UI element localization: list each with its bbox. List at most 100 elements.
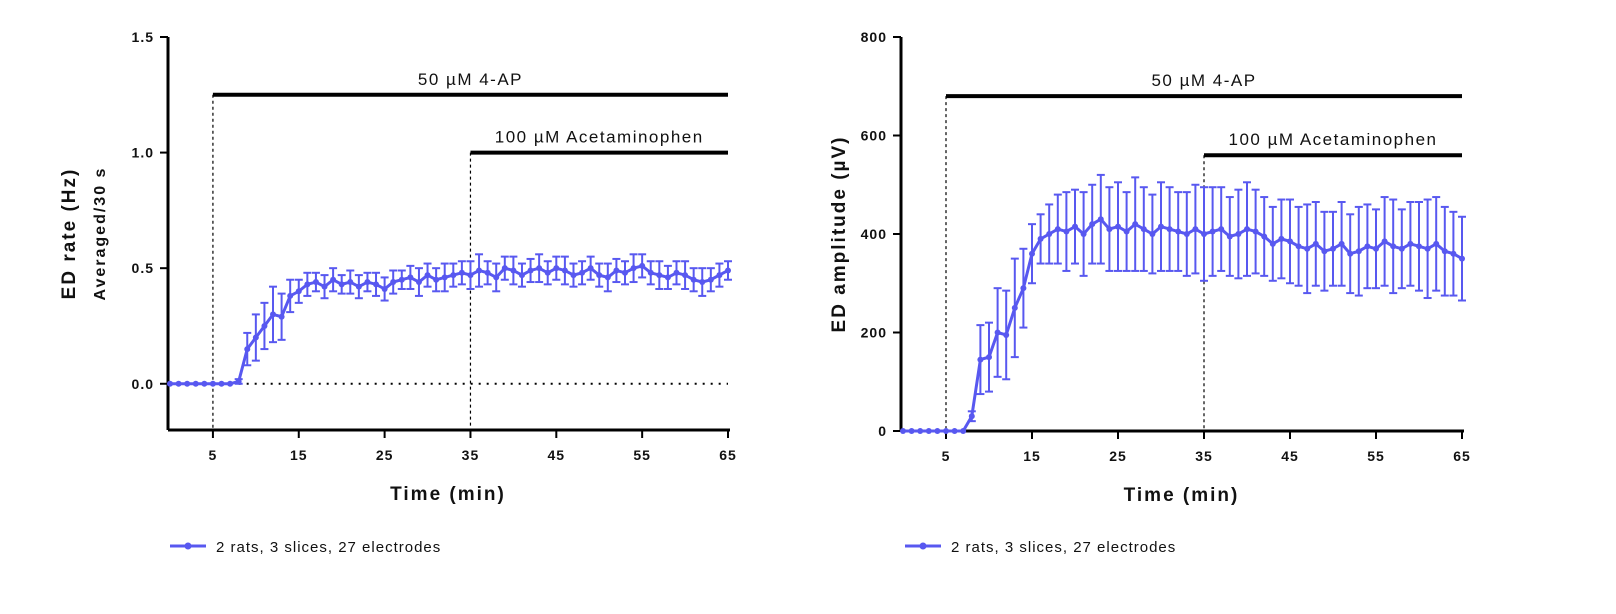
data-point [1037, 235, 1044, 242]
y-tick-label: 600 [861, 128, 887, 144]
data-point [639, 262, 646, 269]
data-point [690, 276, 697, 283]
data-point [1450, 250, 1457, 257]
legend-label: 2 rats, 3 slices, 27 electrodes [216, 539, 441, 556]
data-point [201, 380, 208, 387]
data-point [1390, 243, 1397, 250]
x-tick-label: 15 [290, 447, 308, 463]
data-point [707, 276, 714, 283]
x-tick-label: 25 [1109, 448, 1127, 464]
y-tick-label: 1.0 [132, 145, 154, 161]
data-point [1244, 226, 1250, 233]
y-tick-label: 800 [861, 29, 887, 45]
data-point [424, 272, 431, 279]
x-tick-label: 45 [548, 447, 566, 463]
data-point [587, 265, 594, 272]
data-point [287, 292, 294, 299]
y-tick-label: 1.5 [132, 29, 154, 45]
data-point [407, 274, 414, 281]
data-point [1209, 228, 1216, 235]
data-point [270, 311, 277, 318]
data-point [630, 265, 637, 272]
y-axis-label: ED amplitude (µV) [829, 136, 850, 333]
x-tick-label: 15 [1023, 448, 1041, 464]
data-point [1321, 248, 1328, 255]
data-point [441, 274, 448, 281]
x-tick-label: 25 [376, 447, 394, 463]
data-point [312, 279, 319, 286]
treatment-label: 100 µM Acetaminophen [1229, 130, 1438, 149]
data-point [1166, 226, 1173, 233]
treatment-label: 50 µM 4-AP [418, 70, 523, 89]
data-point [1106, 226, 1113, 233]
legend-label: 2 rats, 3 slices, 27 electrodes [951, 539, 1176, 556]
data-point [1381, 238, 1388, 245]
data-point [364, 279, 371, 286]
data-point [1312, 240, 1319, 247]
data-point [943, 428, 949, 434]
data-point [209, 380, 216, 387]
data-point [682, 272, 689, 279]
data-point [527, 267, 534, 274]
data-point [656, 272, 663, 279]
treatment-label: 50 µM 4-AP [1151, 71, 1256, 90]
y-tick-label: 400 [861, 226, 887, 242]
data-point [1287, 238, 1293, 245]
data-point [1132, 221, 1139, 228]
data-point [458, 269, 465, 276]
data-point [977, 356, 984, 363]
legend-swatch-marker [184, 542, 192, 550]
data-point [467, 272, 474, 279]
data-point [604, 274, 611, 281]
data-point [1226, 233, 1233, 240]
data-point [1330, 245, 1336, 252]
data-point [934, 428, 941, 434]
data-point [544, 269, 551, 276]
data-point [673, 269, 680, 276]
data-point [536, 265, 543, 272]
chart-panel-2: 0 200 400 600 800 5 15 25 35 45 55 65 Time (min) ED a… [829, 29, 1470, 556]
data-point [278, 313, 285, 320]
treatment-label: 100 µM Acetaminophen [495, 128, 704, 147]
data-point [1295, 243, 1302, 250]
data-point [1201, 231, 1207, 237]
data-point [175, 380, 182, 387]
data-point [951, 428, 958, 434]
data-point [355, 283, 362, 290]
data-point [433, 276, 440, 283]
data-point [994, 329, 1001, 336]
data-point [295, 288, 302, 295]
data-point [415, 279, 422, 286]
data-point [1364, 243, 1371, 250]
data-point [321, 283, 328, 290]
data-point [968, 413, 975, 420]
data-point [1063, 228, 1070, 235]
data-point [227, 380, 234, 387]
data-point [1373, 245, 1379, 252]
data-point [1252, 228, 1259, 235]
data-point [304, 281, 311, 288]
data-point [184, 380, 191, 387]
data-point [1433, 240, 1440, 247]
data-point [1140, 226, 1147, 233]
data-point [1097, 216, 1104, 223]
y-axis-label: ED rate (Hz) [59, 168, 80, 300]
data-point [1441, 248, 1448, 255]
data-point [398, 276, 405, 283]
data-point [235, 378, 242, 385]
data-point [647, 269, 654, 276]
data-point [1149, 231, 1156, 237]
data-point [167, 380, 173, 387]
x-tick-label: 5 [209, 447, 218, 463]
y-axis-sublabel: Averaged/30 s [92, 167, 109, 301]
x-axis-label: Time (min) [390, 484, 506, 505]
x-axis-label: Time (min) [1124, 485, 1240, 506]
data-point [476, 267, 483, 274]
data-point [1029, 250, 1035, 257]
data-point [192, 380, 199, 387]
data-point [244, 346, 251, 353]
data-point [484, 269, 491, 276]
data-point [621, 269, 628, 276]
data-point [579, 269, 586, 276]
